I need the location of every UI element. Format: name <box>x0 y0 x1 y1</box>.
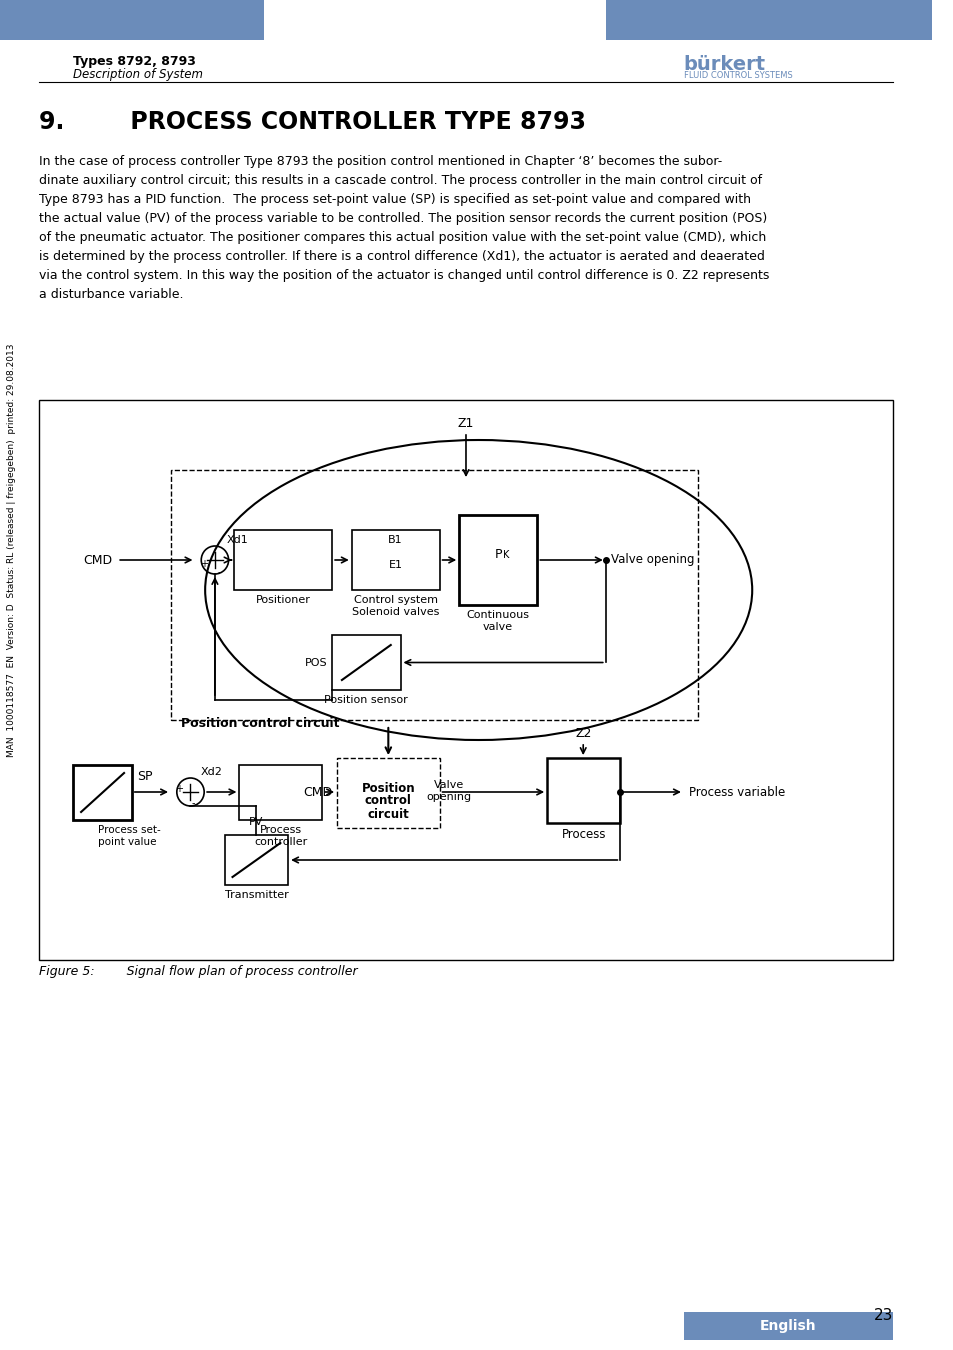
Text: bürkert: bürkert <box>683 55 765 74</box>
FancyBboxPatch shape <box>73 765 132 819</box>
Text: via the control system. In this way the position of the actuator is changed unti: via the control system. In this way the … <box>39 269 769 282</box>
Text: control: control <box>364 795 412 807</box>
Text: Xd1: Xd1 <box>227 535 248 545</box>
Text: +: + <box>200 559 208 568</box>
Text: Z1: Z1 <box>457 417 474 431</box>
FancyBboxPatch shape <box>225 836 288 886</box>
Text: SP: SP <box>136 769 152 783</box>
Text: Process: Process <box>561 828 605 841</box>
Text: CMD: CMD <box>83 554 112 567</box>
Text: Solenoid valves: Solenoid valves <box>352 608 439 617</box>
Text: the actual value (PV) of the process variable to be controlled. The position sen: the actual value (PV) of the process var… <box>39 212 766 225</box>
Text: Position: Position <box>361 782 415 795</box>
Text: CMD: CMD <box>303 786 332 798</box>
Text: POS: POS <box>304 657 327 667</box>
FancyBboxPatch shape <box>234 531 332 590</box>
Text: of the pneumatic actuator. The positioner compares this actual position value wi: of the pneumatic actuator. The positione… <box>39 231 765 244</box>
Text: English: English <box>760 1319 816 1332</box>
Text: FLUID CONTROL SYSTEMS: FLUID CONTROL SYSTEMS <box>683 72 792 80</box>
Text: Z2: Z2 <box>575 728 591 740</box>
FancyBboxPatch shape <box>546 757 619 823</box>
Text: +: + <box>174 784 183 794</box>
Text: controller: controller <box>253 837 307 846</box>
Text: Continuous: Continuous <box>466 610 529 620</box>
Text: opening: opening <box>426 792 472 802</box>
Text: Description of System: Description of System <box>73 68 203 81</box>
Text: dinate auxiliary control circuit; this results in a cascade control. The process: dinate auxiliary control circuit; this r… <box>39 174 761 188</box>
Text: Control system: Control system <box>354 595 437 605</box>
Text: Figure 5:        Signal flow plan of process controller: Figure 5: Signal flow plan of process co… <box>39 965 357 977</box>
FancyBboxPatch shape <box>458 514 537 605</box>
Text: B1: B1 <box>388 535 402 545</box>
Text: P: P <box>494 548 501 562</box>
FancyBboxPatch shape <box>0 0 263 40</box>
Text: valve: valve <box>482 622 513 632</box>
FancyBboxPatch shape <box>332 634 400 690</box>
FancyBboxPatch shape <box>39 400 892 960</box>
Text: Position control circuit: Position control circuit <box>180 717 339 730</box>
FancyBboxPatch shape <box>352 531 439 590</box>
Text: -: - <box>192 798 195 809</box>
Text: K: K <box>502 549 509 560</box>
Text: Xd2: Xd2 <box>200 767 222 778</box>
Text: is determined by the process controller. If there is a control difference (Xd1),: is determined by the process controller.… <box>39 250 764 263</box>
Text: 9.        PROCESS CONTROLLER TYPE 8793: 9. PROCESS CONTROLLER TYPE 8793 <box>39 109 585 134</box>
Text: Transmitter: Transmitter <box>224 890 288 900</box>
Text: PV: PV <box>249 817 263 828</box>
FancyBboxPatch shape <box>239 765 322 819</box>
FancyBboxPatch shape <box>683 1312 892 1341</box>
Text: MAN  1000118577  EN  Version: D  Status: RL (released | freigegeben)  printed: 2: MAN 1000118577 EN Version: D Status: RL … <box>8 343 16 757</box>
Text: Position sensor: Position sensor <box>324 695 408 705</box>
Text: Valve opening: Valve opening <box>610 554 694 567</box>
Text: Process set-: Process set- <box>97 825 160 836</box>
Text: Valve: Valve <box>434 780 464 790</box>
Text: a disturbance variable.: a disturbance variable. <box>39 288 183 301</box>
Text: E1: E1 <box>388 560 402 570</box>
Text: Types 8792, 8793: Types 8792, 8793 <box>73 55 196 68</box>
Text: -: - <box>217 567 220 576</box>
Text: Process: Process <box>259 825 301 836</box>
Text: Process variable: Process variable <box>688 786 784 798</box>
Text: 23: 23 <box>873 1308 892 1323</box>
Text: circuit: circuit <box>367 807 409 821</box>
Text: In the case of process controller Type 8793 the position control mentioned in Ch: In the case of process controller Type 8… <box>39 155 721 167</box>
Text: point value: point value <box>97 837 156 846</box>
Ellipse shape <box>205 440 751 740</box>
Text: Type 8793 has a PID function.  The process set-point value (SP) is specified as : Type 8793 has a PID function. The proces… <box>39 193 750 207</box>
Text: Positioner: Positioner <box>255 595 311 605</box>
FancyBboxPatch shape <box>605 0 931 40</box>
